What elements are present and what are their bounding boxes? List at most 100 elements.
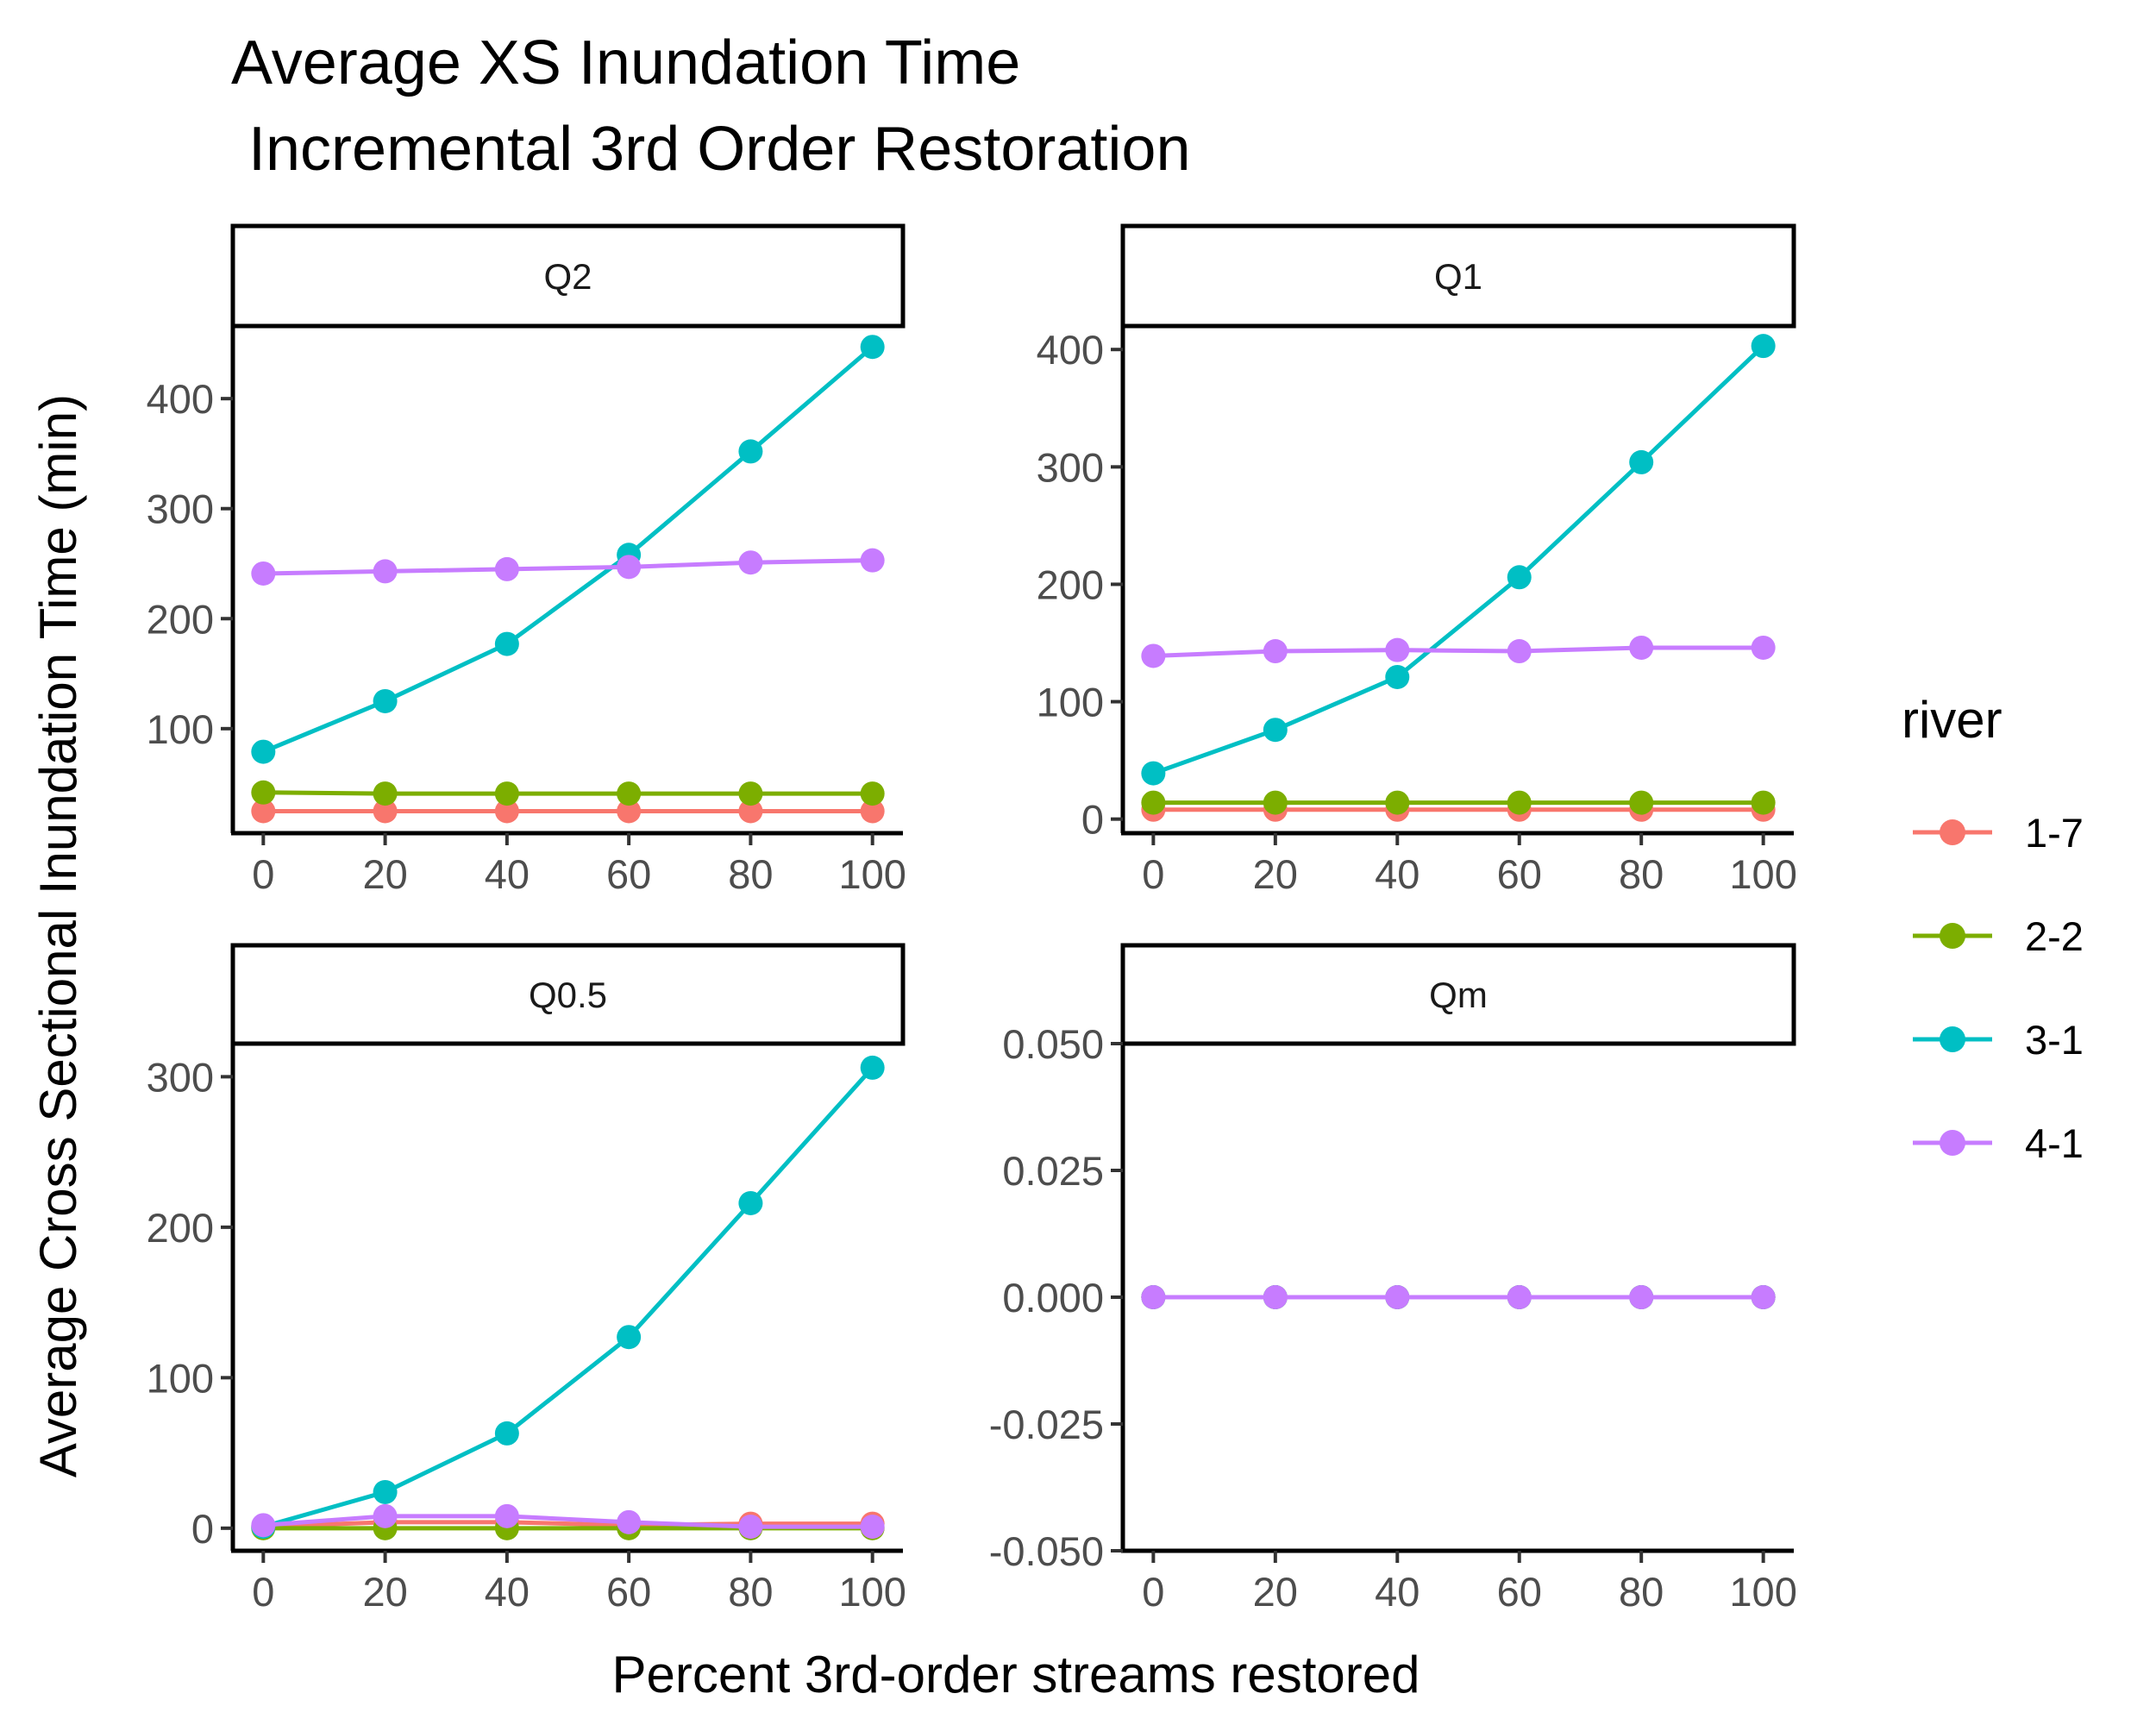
data-point-4-1 (494, 1503, 519, 1528)
data-point-3-1 (617, 1325, 642, 1350)
x-axis-title: Percent 3rd-order streams restored (611, 1646, 1420, 1703)
data-point-3-1 (1507, 565, 1532, 590)
y-tick-label: 200 (147, 1205, 214, 1251)
data-point-2-2 (251, 780, 276, 805)
data-point-4-1 (617, 1509, 642, 1534)
data-point-4-1 (738, 550, 763, 575)
legend-key-point (1940, 923, 1965, 949)
data-point-4-1 (1507, 639, 1532, 664)
y-tick-label: 0.000 (1002, 1275, 1104, 1320)
panel-q2: Q2 100 200 300 400 0 20 40 60 80 100 (147, 223, 906, 897)
series-2-2 (1141, 790, 1776, 815)
series-line-3-1 (262, 345, 874, 754)
x-tick-label: 40 (1375, 851, 1420, 897)
x-tick-label: 100 (838, 1569, 906, 1615)
data-point-1-7 (373, 799, 398, 824)
x-tick-label: 0 (1142, 1569, 1164, 1615)
y-tick-label: 0.025 (1002, 1148, 1104, 1194)
chart-subtitle: Incremental 3rd Order Restoration (231, 115, 1190, 184)
data-point-4-1 (494, 556, 519, 581)
data-point-3-1 (494, 631, 519, 656)
data-point-2-2 (1141, 790, 1166, 815)
y-tick-label: 0 (1081, 797, 1104, 843)
data-point-4-1 (251, 1513, 276, 1538)
panel-q0-5: Q0.5 0 100 200 300 0 20 40 60 80 100 (147, 943, 906, 1615)
series-4-1 (251, 1503, 885, 1540)
data-point-4-1 (860, 1515, 885, 1540)
data-point-1-7 (860, 799, 885, 824)
series-3-1 (251, 1055, 885, 1540)
x-tick-label: 20 (1253, 851, 1298, 897)
data-point-4-1 (1385, 1285, 1410, 1309)
data-point-2-2 (1629, 790, 1654, 815)
data-point-2-2 (860, 781, 885, 806)
y-tick-label: 400 (147, 376, 214, 422)
data-point-4-1 (373, 1503, 398, 1528)
legend-label: 3-1 (2025, 1017, 2084, 1063)
facet-strip-label: Q0.5 (529, 975, 607, 1015)
data-point-4-1 (738, 1515, 763, 1540)
series-line-4-1 (1153, 645, 1764, 658)
legend-item-2-2: 2-2 (1913, 913, 2084, 959)
data-point-1-7 (251, 799, 276, 824)
legend-item-4-1: 4-1 (1913, 1120, 2084, 1166)
legend-label: 2-2 (2025, 913, 2084, 959)
series-4-1 (1141, 1285, 1776, 1309)
y-tick-label: 100 (1037, 680, 1104, 725)
data-point-4-1 (1385, 637, 1410, 662)
data-point-4-1 (251, 561, 276, 586)
data-point-2-2 (373, 781, 398, 806)
legend-key-point (1940, 819, 1965, 845)
x-tick-label: 60 (606, 851, 651, 897)
data-point-4-1 (1629, 635, 1654, 660)
data-point-4-1 (1751, 635, 1776, 660)
x-tick-label: 0 (1142, 851, 1164, 897)
x-tick-label: 0 (252, 1569, 274, 1615)
facet-strip-label: Q2 (543, 256, 592, 297)
facet-strip (1120, 223, 1796, 329)
chart-title: Average XS Inundation Time (231, 28, 1020, 97)
x-tick-label: 20 (1253, 1569, 1298, 1615)
y-axis-title: Average Cross Sectional Inundation Time … (29, 394, 87, 1477)
x-tick-label: 100 (838, 851, 906, 897)
series-4-1 (1141, 635, 1776, 668)
legend-title: river (1902, 691, 2002, 749)
panel-qm: Qm -0.050 -0.025 0.000 0.025 0.050 0 20 40 60 80 10… (989, 943, 1797, 1615)
series-line-4-1 (263, 558, 873, 576)
data-point-3-1 (494, 1421, 519, 1446)
y-tick-label: 200 (1037, 561, 1104, 607)
data-point-3-1 (1751, 334, 1776, 359)
y-tick-label: -0.050 (989, 1528, 1104, 1574)
facet-strip (230, 223, 906, 329)
series-line-3-1 (262, 1066, 874, 1529)
data-point-3-1 (738, 1190, 763, 1215)
data-point-4-1 (1629, 1285, 1654, 1309)
x-tick-label: 60 (1497, 851, 1542, 897)
data-point-4-1 (1507, 1285, 1532, 1309)
data-point-4-1 (1263, 639, 1288, 664)
legend-label: 1-7 (2025, 810, 2084, 856)
facet-strip (230, 943, 906, 1046)
y-tick-label: 300 (147, 486, 214, 532)
y-tick-label: 300 (147, 1054, 214, 1100)
x-tick-label: 40 (485, 1569, 530, 1615)
legend-key-point (1940, 1026, 1965, 1052)
legend-item-3-1: 3-1 (1913, 1017, 2084, 1063)
y-tick-label: 100 (147, 1355, 214, 1401)
data-point-4-1 (373, 559, 398, 584)
data-point-3-1 (738, 439, 763, 464)
data-point-3-1 (1629, 449, 1654, 474)
series-3-1 (251, 335, 885, 764)
legend-item-1-7: 1-7 (1913, 810, 2084, 856)
series-line-2-2 (263, 790, 873, 796)
data-point-1-7 (494, 799, 519, 824)
y-tick-label: 300 (1037, 444, 1104, 490)
data-point-2-2 (1751, 790, 1776, 815)
series-line-1-7 (263, 1520, 873, 1529)
y-tick-label: -0.025 (989, 1402, 1104, 1447)
x-tick-label: 80 (1619, 851, 1664, 897)
x-tick-label: 80 (728, 1569, 773, 1615)
data-point-3-1 (373, 688, 398, 713)
data-point-3-1 (1385, 664, 1410, 689)
